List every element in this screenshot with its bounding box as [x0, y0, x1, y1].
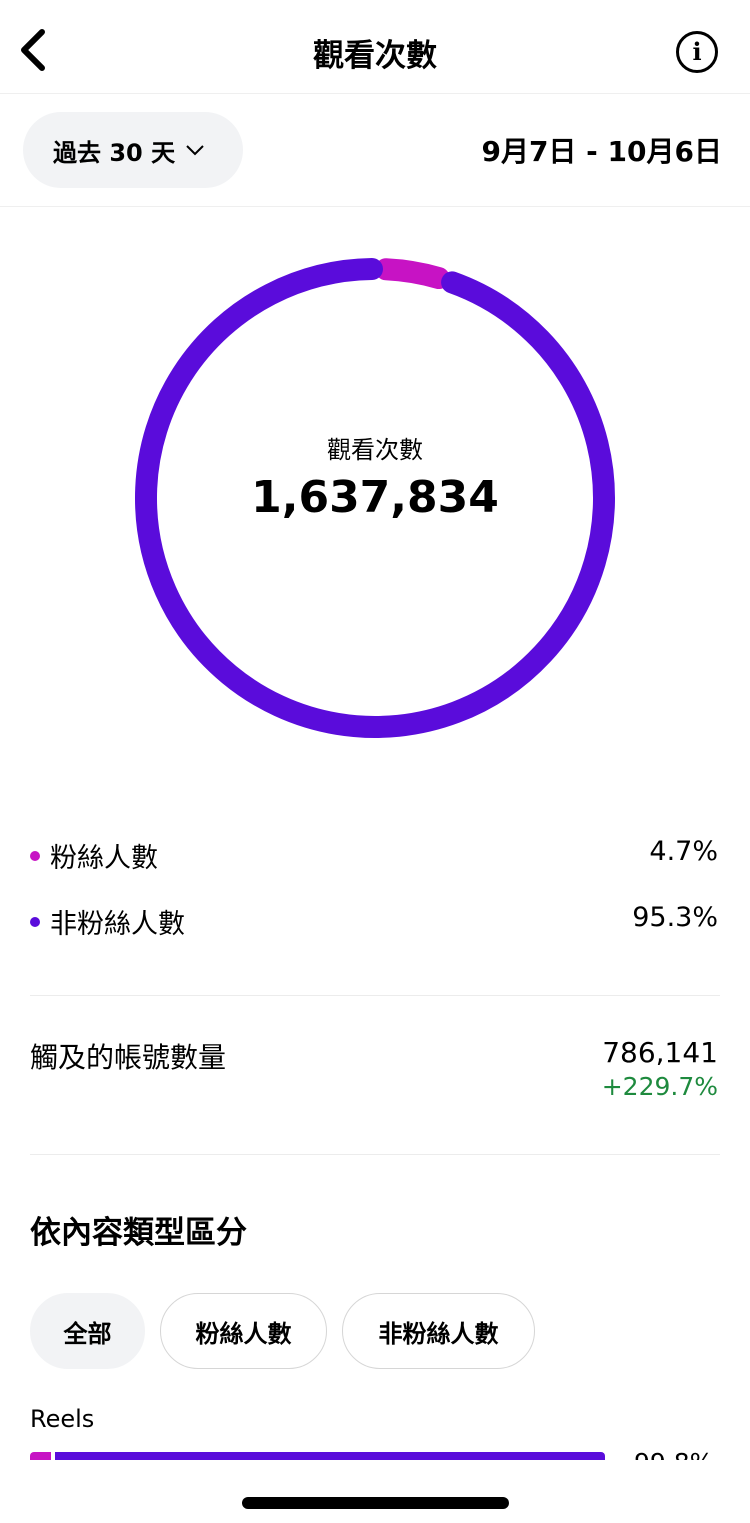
reach-change: +229.7% [601, 1072, 718, 1101]
date-range-text: 9月7日 - 10月6日 [481, 135, 722, 168]
legend-value: 95.3% [632, 902, 718, 933]
section-title: 依內容類型區分 [30, 1215, 247, 1251]
legend-non-followers: 非粉絲人數 [30, 902, 185, 941]
chevron-down-icon [186, 145, 204, 156]
views-donut-chart [135, 258, 615, 738]
range-label: 過去 30 天 [53, 138, 176, 167]
legend-value: 4.7% [649, 836, 718, 867]
date-range-dropdown[interactable]: 過去 30 天 [23, 112, 243, 188]
divider [30, 1154, 720, 1155]
donut-segment [374, 258, 450, 290]
reach-label: 觸及的帳號數量 [30, 1041, 227, 1074]
chip-non-followers[interactable]: 非粉絲人數 [342, 1293, 535, 1369]
donut-total: 1,637,834 [251, 472, 499, 523]
donut-segment [135, 258, 615, 738]
chip-followers[interactable]: 粉絲人數 [160, 1293, 327, 1369]
page-title: 觀看次數 [313, 38, 437, 74]
bar-followers [30, 1452, 51, 1460]
legend-followers: 粉絲人數 [30, 836, 158, 875]
reels-value: 99.8% [634, 1448, 713, 1460]
legend-dot [30, 850, 40, 861]
bar-non-followers [55, 1452, 605, 1460]
home-indicator[interactable] [242, 1497, 509, 1509]
info-icon[interactable]: i [676, 31, 718, 73]
reels-bar [30, 1452, 605, 1460]
divider [30, 995, 720, 996]
divider [0, 206, 750, 207]
chip-all[interactable]: 全部 [30, 1293, 145, 1369]
chevron-left-icon[interactable] [14, 26, 54, 74]
donut-label: 觀看次數 [327, 436, 423, 464]
reach-value: 786,141 [602, 1036, 718, 1069]
row-label-reels: Reels [30, 1405, 95, 1433]
legend-label: 粉絲人數 [50, 843, 158, 874]
header [0, 0, 750, 94]
legend-dot [30, 916, 40, 927]
legend-label: 非粉絲人數 [50, 909, 185, 940]
